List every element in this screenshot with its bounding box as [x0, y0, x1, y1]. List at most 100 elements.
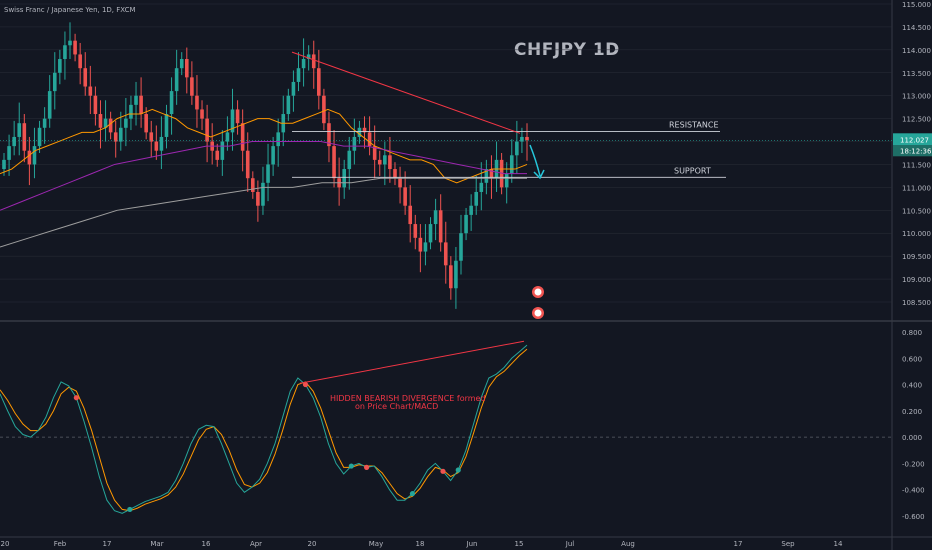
- candle: [306, 54, 311, 60]
- candle: [301, 59, 306, 69]
- price-tick-label: 113.500: [902, 70, 931, 78]
- candle: [240, 123, 245, 151]
- candle: [251, 178, 255, 192]
- candle: [124, 118, 128, 128]
- x-tick-label: 14: [834, 540, 843, 548]
- candle: [357, 127, 362, 137]
- candle: [118, 127, 123, 142]
- macd-tick-label: 0.000: [902, 434, 922, 442]
- candle: [78, 54, 82, 69]
- chart-header: Swiss Franc / Japanese Yen, 1D, FXCM: [4, 6, 136, 14]
- candle: [32, 146, 37, 165]
- price-tick-label: 110.000: [902, 230, 931, 238]
- candle: [47, 91, 52, 119]
- candle: [352, 136, 357, 151]
- projection-arrow: [529, 144, 541, 177]
- candle: [408, 205, 413, 225]
- candle: [230, 109, 235, 133]
- x-tick-label: 17: [734, 540, 743, 548]
- macd-tick-label: 0.600: [902, 355, 922, 363]
- candle: [225, 132, 230, 142]
- ema-slow-line: [0, 177, 527, 248]
- candle: [454, 260, 458, 289]
- candle: [220, 141, 225, 160]
- x-tick-label: Sep: [781, 540, 795, 548]
- candle: [347, 150, 352, 170]
- candle: [164, 114, 169, 137]
- candle: [504, 173, 509, 188]
- candle: [296, 68, 301, 82]
- candle: [113, 132, 118, 142]
- ema-mid-line: [0, 141, 527, 211]
- candle: [525, 136, 529, 141]
- x-tick-label: Jun: [466, 540, 478, 548]
- candle: [190, 77, 194, 96]
- price-tick-label: 109.500: [902, 253, 931, 261]
- candle: [398, 178, 402, 188]
- ema-fast-line: [0, 108, 528, 184]
- x-tick-label: Jul: [565, 540, 575, 548]
- bearish-cross-dot: [302, 381, 309, 388]
- candle: [174, 68, 179, 92]
- macd-tick-label: 0.800: [902, 329, 922, 337]
- x-tick-label: 20: [1, 540, 10, 548]
- candle: [73, 40, 77, 55]
- price-tick-label: 114.000: [902, 47, 931, 55]
- candle: [474, 191, 479, 206]
- candle: [276, 132, 280, 147]
- x-tick-label: 20: [308, 540, 317, 548]
- level-label-support: SUPPORT: [674, 166, 711, 175]
- divergence-annotation-line: HIDDEN BEARISH DIVERGENCE formed: [330, 394, 486, 403]
- x-tick-label: Apr: [250, 540, 262, 548]
- x-tick-label: May: [369, 540, 383, 548]
- candle: [311, 54, 316, 69]
- candle: [367, 132, 372, 147]
- candle: [42, 118, 47, 128]
- candle: [108, 118, 113, 133]
- price-tick-label: 112.500: [902, 116, 931, 124]
- candle: [68, 40, 72, 46]
- price-tick-label: 111.000: [902, 184, 931, 192]
- event-badge-inner: [534, 309, 542, 317]
- candle: [383, 155, 387, 165]
- current-price-label: 112.027: [900, 136, 929, 144]
- candle: [515, 141, 519, 156]
- candle: [12, 136, 16, 147]
- candle: [291, 81, 296, 96]
- candle: [7, 146, 11, 160]
- candle: [159, 136, 164, 151]
- candle: [215, 150, 220, 160]
- candle: [195, 95, 199, 110]
- candle: [83, 68, 88, 87]
- candle: [342, 169, 347, 188]
- candle: [139, 95, 143, 115]
- candle: [433, 210, 438, 225]
- candle: [484, 169, 489, 183]
- candle: [418, 237, 423, 252]
- candle: [37, 127, 42, 147]
- price-tick-label: 109.000: [902, 276, 931, 284]
- candle: [179, 59, 184, 69]
- candle: [413, 224, 418, 238]
- divergence-annotation-line: on Price Chart/MACD: [355, 402, 438, 411]
- price-trendline: [291, 51, 521, 134]
- candle: [154, 141, 159, 151]
- candle: [17, 123, 22, 137]
- candle: [271, 146, 275, 165]
- candle: [479, 182, 484, 192]
- candle: [388, 155, 392, 170]
- x-tick-label: 18: [416, 540, 425, 548]
- countdown-label: 18:12:36: [900, 147, 932, 155]
- candle: [438, 210, 443, 243]
- candle: [205, 118, 209, 142]
- candle: [332, 146, 336, 179]
- candle: [235, 109, 240, 124]
- x-tick-label: 17: [103, 540, 112, 548]
- candle: [184, 59, 189, 78]
- current-price-tag: [893, 133, 932, 146]
- x-tick-label: 16: [202, 540, 211, 548]
